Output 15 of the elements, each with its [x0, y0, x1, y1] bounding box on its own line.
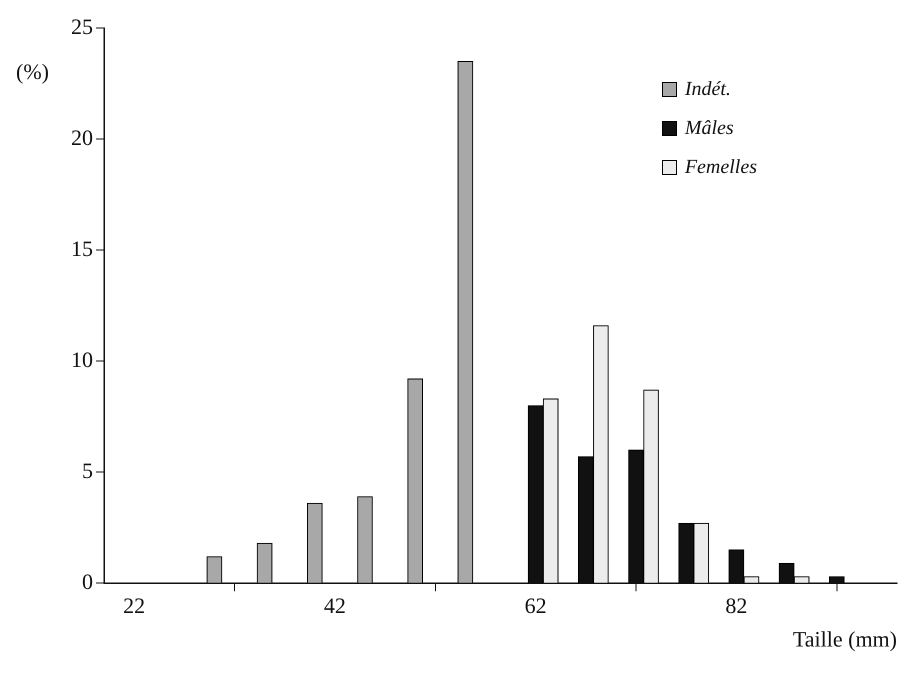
y-tick-label: 25 [71, 14, 93, 39]
x-tick-label: 42 [324, 593, 346, 618]
y-tick-label: 0 [82, 568, 93, 594]
legend-label: Indét. [684, 78, 731, 101]
y-axis-title: (%) [16, 58, 49, 84]
y-tick-label: 10 [71, 346, 93, 372]
x-axis-title: Taille (mm) [792, 626, 897, 652]
y-tick-label: 5 [82, 458, 93, 483]
x-tick-label: 62 [524, 593, 547, 618]
legend-label: Femelles [684, 156, 757, 179]
y-tick-label: 15 [71, 236, 93, 261]
y-tick-label: 20 [71, 124, 93, 150]
x-tick-label: 82 [725, 593, 748, 618]
x-tick-label: 22 [123, 593, 146, 618]
legend-label: Mâles [684, 117, 734, 140]
